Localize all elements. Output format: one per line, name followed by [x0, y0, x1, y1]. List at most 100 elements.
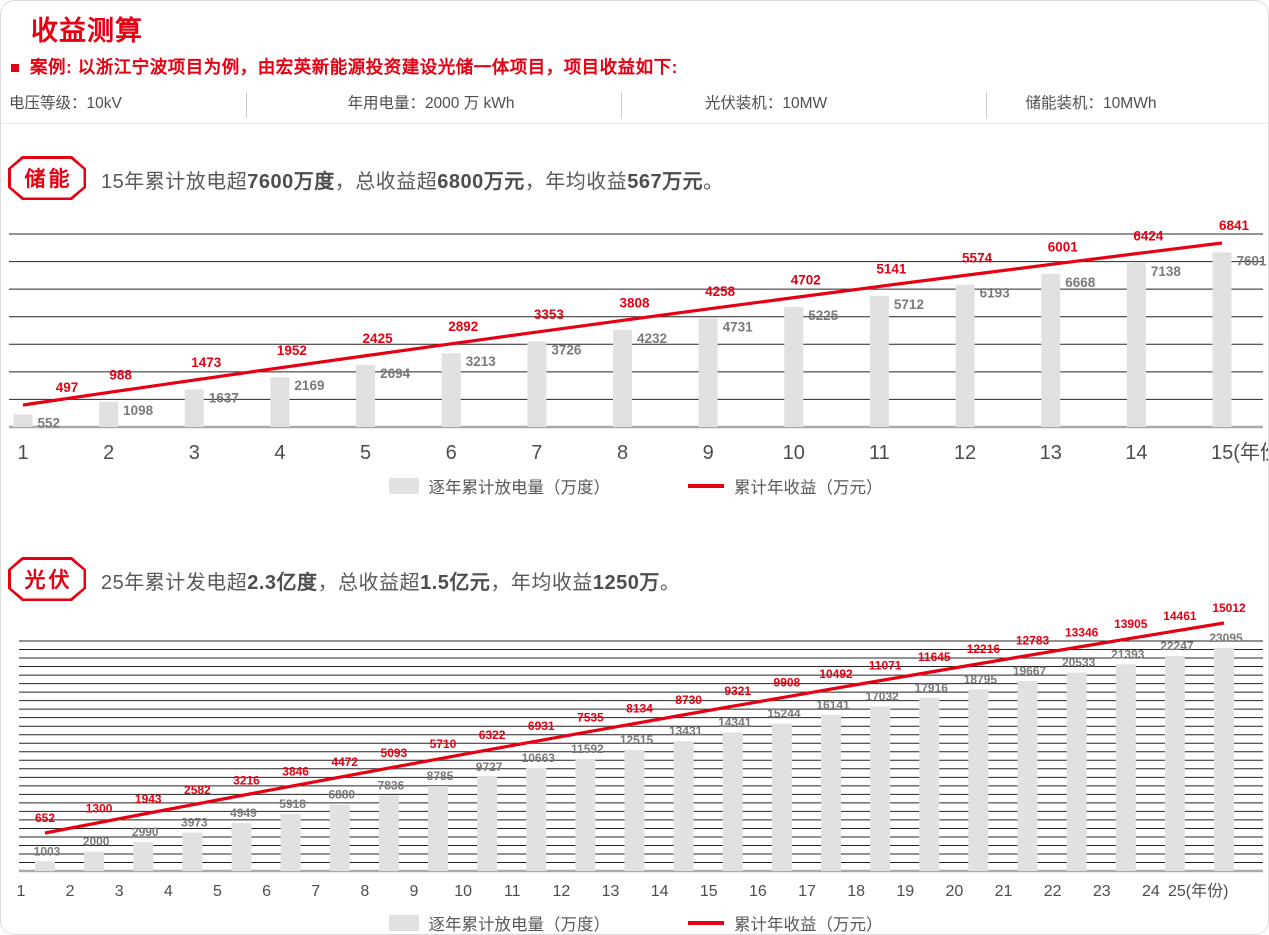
bar-swatch-icon: [388, 478, 419, 494]
summary-text: 。: [703, 171, 724, 193]
bar-label-year-4: 2169: [294, 378, 324, 393]
line-label-year-24: 14461: [1163, 609, 1197, 623]
storage-summary-text: 15年累计放电超7600万度，总收益超6800万元，年均收益567万元。: [101, 165, 724, 194]
x-tick-21: 21: [995, 883, 1013, 900]
bar-label-year-25: 23095: [1209, 631, 1243, 645]
bar-year-25: [1214, 647, 1234, 871]
x-tick-11: 11: [504, 883, 521, 900]
pv-chart: 1003200029903973494959186880783687859727…: [17, 601, 1263, 900]
line-value-labels: 652 1300 1943 2582 3216 3846 4472 5093 5710 6322 6…: [35, 601, 1246, 825]
line-label-year-7: 4472: [331, 755, 358, 769]
bar-label-year-11: 5712: [894, 297, 924, 312]
summary-highlight: 6800万元: [437, 171, 525, 193]
bar-label-year-24: 22247: [1160, 639, 1194, 653]
legend-item-line: 累计年收益（万元）: [688, 474, 883, 498]
x-axis-ticks: 1 2 3 4 5 6 7 8 9 10 11 12 13 14 15 16 17 18 19 20 21 22 23 24 2…: [17, 882, 1229, 900]
pv-badge: 光伏: [8, 557, 86, 601]
x-tick-10: 10: [454, 883, 472, 900]
bar-year-23: [1115, 664, 1136, 871]
bar-year-8: [613, 329, 633, 427]
line-label-year-1: 652: [35, 811, 55, 825]
bar-label-year-13: 6668: [1065, 275, 1096, 290]
storage-chart: 5521098163721692694321337264232473152255…: [9, 218, 1268, 463]
legend-bar-label: 逐年累计放电量（万度）: [428, 916, 611, 934]
bar-year-4: [270, 377, 290, 427]
x-tick-19: 19: [896, 883, 914, 900]
bar-year-11: [526, 767, 547, 871]
bar-year-15: [722, 732, 743, 871]
param-1: 年用电量：2000 万 kWh: [347, 95, 515, 112]
legend-item-line: 累计年收益（万元）: [688, 911, 883, 934]
x-tick-1: 1: [17, 442, 28, 463]
bar-year-4: [182, 832, 203, 871]
legend-line-label: 累计年收益（万元）: [734, 479, 883, 497]
x-tick-14: 14: [1125, 442, 1147, 463]
x-tick-11: 11: [869, 442, 890, 463]
bar-year-11: [869, 295, 889, 427]
legend-item-bar: 逐年累计放电量（万度）: [388, 474, 611, 498]
bar-label-year-15: 7601: [1237, 253, 1268, 268]
line-swatch-icon: [688, 921, 724, 925]
x-tick-1: 1: [17, 883, 26, 900]
x-tick-3: 3: [189, 442, 200, 463]
bar-year-13: [1041, 273, 1061, 427]
line-swatch-icon: [688, 484, 724, 488]
bar-year-5: [356, 365, 376, 427]
bar-label-year-6: 3213: [466, 354, 497, 369]
line-label-year-5: 3216: [233, 774, 260, 788]
bar-label-year-10: 5225: [808, 308, 839, 323]
x-tick-8: 8: [360, 883, 369, 900]
bar-year-22: [1066, 672, 1087, 871]
bar-label-year-11: 10663: [522, 751, 556, 765]
bar-year-9: [428, 786, 448, 871]
line-label-year-19: 11645: [918, 650, 951, 664]
x-tick-18: 18: [847, 883, 865, 900]
pv-summary-text: 25年累计发电超2.3亿度，总收益超1.5亿元，年均收益1250万。: [101, 566, 680, 595]
bar-label-year-21: 19667: [1013, 664, 1047, 678]
param-0: 电压等级：10kV: [9, 95, 122, 112]
bar-year-12: [955, 284, 975, 427]
line-label-year-18: 11071: [869, 659, 902, 673]
bar-label-year-5: 4949: [230, 806, 257, 820]
storage-badge-label: 储能: [24, 168, 73, 191]
x-tick-16: 16: [749, 883, 767, 900]
x-tick-9: 9: [703, 442, 714, 463]
line-label-year-3: 1473: [191, 355, 222, 370]
line-label-year-10: 4702: [791, 273, 821, 288]
bar-year-9: [698, 318, 718, 427]
summary-text: ，年均收益: [490, 572, 593, 594]
line-label-year-11: 6931: [528, 719, 555, 733]
summary-highlight: 2.3亿度: [247, 572, 318, 594]
line-label-year-20: 12216: [967, 642, 1001, 656]
case-description: 案例: 以浙江宁波项目为例，由宏英新能源投资建设光储一体项目，项目收益如下:: [30, 57, 679, 77]
summary-highlight: 1.5亿元: [420, 572, 491, 594]
legend-bar-label: 逐年累计放电量（万度）: [428, 479, 611, 497]
bar-year-8: [378, 795, 399, 871]
x-tick-4: 4: [274, 442, 285, 463]
line-label-year-7: 3353: [534, 307, 565, 322]
line-label-year-16: 9908: [774, 676, 801, 690]
bar-year-10: [784, 306, 804, 427]
line-label-year-11: 5141: [876, 261, 907, 276]
x-tick-4: 4: [164, 883, 173, 900]
bar-label-year-18: 17032: [865, 689, 899, 703]
bar-value-labels: 552 1098 1637 2169 2694 3213 3726 4232 4731 5225 5…: [38, 253, 1268, 430]
bar-value-labels: 1003 2000 2990 3973 4949 5918 6880 7836 8785 9727…: [34, 631, 1243, 858]
x-tick-12: 12: [954, 442, 976, 463]
x-tick-6: 6: [262, 883, 271, 900]
x-tick-10: 10: [783, 442, 805, 463]
bar-year-14: [673, 741, 694, 871]
line-label-year-8: 5093: [381, 746, 408, 760]
bar-label-year-17: 16141: [816, 698, 850, 712]
summary-text: ，总收益超: [317, 572, 421, 594]
line-label-year-3: 1943: [135, 792, 162, 806]
bar-year-3: [133, 842, 154, 871]
bar-label-year-23: 21393: [1111, 647, 1145, 661]
x-tick-13: 13: [602, 883, 620, 900]
summary-text: ，年均收益: [524, 171, 628, 193]
summary-text: 15年累计放电超: [101, 171, 248, 193]
line-label-year-17: 10492: [819, 667, 853, 681]
line-label-year-12: 5574: [962, 250, 993, 265]
bars: [13, 252, 1232, 427]
bar-swatch-icon: [388, 915, 419, 931]
